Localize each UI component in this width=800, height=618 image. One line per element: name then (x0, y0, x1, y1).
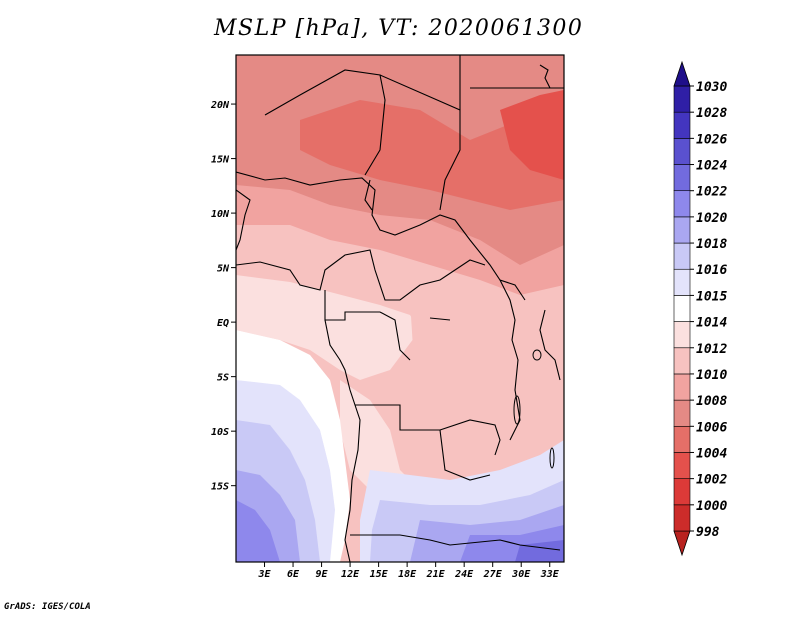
border-chad (379, 74, 461, 211)
colorbar-segment (673, 216, 691, 244)
colorbar-label: 998 (696, 525, 720, 540)
river-segment (429, 317, 451, 321)
colorbar-label: 1026 (696, 132, 727, 147)
colorbar-top-arrow (673, 60, 691, 87)
band-1014-south (340, 380, 564, 500)
colorbar-label: 1000 (696, 499, 727, 514)
border-sahel (236, 171, 526, 301)
colorbar-segment (673, 164, 691, 192)
colorbar-segment (673, 347, 691, 375)
lat-tick-label: EQ (217, 318, 229, 329)
band-1006 (300, 100, 564, 210)
border-drc-south (439, 419, 501, 456)
band-1012-east (410, 300, 564, 450)
lat-tick-label: 10S (211, 427, 229, 438)
border-coast-west (324, 319, 361, 562)
colorbar-segment (673, 268, 691, 296)
lon-tick-label: 21E (426, 569, 446, 580)
colorbar-segment (673, 478, 691, 506)
colorbar-label: 1008 (696, 394, 727, 409)
colorbar-segment (673, 295, 691, 322)
colorbar-segment (673, 373, 691, 401)
border-east (539, 309, 561, 381)
border-gabon (324, 290, 411, 361)
colorbar: 998 1000 1002 1004 1006 1008 1010 1012 1014 1015 1… (673, 60, 727, 557)
lon-tick-label: 9E (316, 569, 329, 580)
colorbar-label: 1024 (696, 159, 727, 174)
lat-tick-label: 20N (210, 100, 230, 111)
colorbar-label: 1030 (696, 80, 727, 95)
band-1010 (236, 185, 564, 295)
lon-tick-label: 15E (370, 569, 389, 580)
colorbar-segment (673, 321, 691, 349)
colorbar-label: 1015 (696, 289, 727, 304)
lat-tick-label: 5S (217, 373, 229, 384)
lon-tick-label: 24E (454, 569, 474, 580)
colorbar-segment (673, 138, 691, 165)
lake-malawi (549, 447, 555, 469)
colorbar-segment (673, 452, 691, 479)
colorbar-segment (673, 399, 691, 427)
colorbar-label: 1022 (696, 185, 727, 200)
lon-tick-label: 30E (511, 569, 531, 580)
lake-victoria (532, 349, 542, 361)
border-nigeria (364, 179, 373, 211)
lon-tick-label: 18E (398, 569, 417, 580)
border-ne (539, 64, 551, 89)
borders (236, 55, 564, 562)
grads-credit: GrADS: IGES/COLA (4, 602, 91, 612)
border-namibia (350, 534, 561, 551)
lon-axis: 3E 6E 9E 12E 15E 18E 21E 24E 27E 30E 33E (257, 562, 560, 580)
colorbar-segment (673, 111, 691, 139)
map-frame (235, 54, 565, 563)
colorbar-label: 1010 (696, 368, 727, 383)
lat-tick-label: 5N (217, 264, 230, 275)
colorbar-segment (673, 85, 691, 113)
colorbar-label: 1012 (696, 342, 727, 357)
colorbar-segment (673, 425, 691, 453)
lon-tick-label: 6E (287, 569, 300, 580)
colorbar-label: 1028 (696, 106, 727, 121)
lon-tick-label: 3E (257, 569, 271, 580)
colorbar-bottom-arrow (673, 530, 691, 557)
colorbar-segment (673, 242, 691, 270)
border-lakes (499, 279, 521, 441)
colorbar-label: 1018 (696, 237, 727, 252)
lon-tick-label: 12E (341, 569, 360, 580)
lat-axis: 20N 15N 10N 5N EQ 5S 10S 15S (210, 100, 236, 493)
colorbar-label: 1016 (696, 263, 727, 278)
colorbar-segment (673, 190, 691, 218)
pressure-field (236, 55, 564, 562)
lakes (429, 317, 555, 469)
colorbar-label: 1002 (696, 473, 727, 488)
colorbar-segment (673, 504, 691, 532)
lat-tick-label: 10N (211, 209, 230, 220)
lat-tick-label: 15S (211, 482, 229, 493)
lake-tanganyika (513, 395, 521, 425)
lon-tick-label: 33E (540, 569, 560, 580)
colorbar-label: 1014 (696, 316, 727, 331)
band-1012 (236, 225, 564, 345)
border-benin (236, 189, 251, 251)
map-title: MSLP [hPa], VT: 2020061300 (214, 16, 584, 41)
border-coast-north (236, 249, 486, 301)
colorbar-label: 1020 (696, 211, 727, 226)
band-1014 (236, 275, 420, 380)
colorbar-label: 1004 (696, 446, 727, 461)
colorbar-label: 1006 (696, 420, 727, 435)
lat-tick-label: 15N (211, 155, 230, 166)
band-1022 (236, 500, 280, 562)
band-1004 (500, 90, 564, 180)
lon-tick-label: 27E (483, 569, 503, 580)
